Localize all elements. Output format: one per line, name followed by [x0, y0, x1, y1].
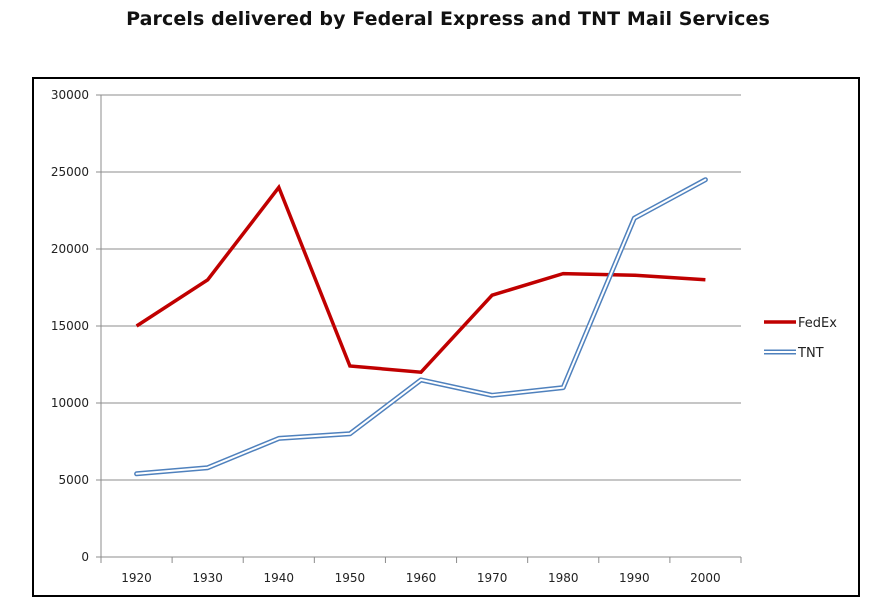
x-tick-label: 1960 — [406, 571, 437, 585]
y-tick-label: 25000 — [51, 165, 89, 179]
series-line-inner-tnt — [135, 178, 707, 475]
legend: FedEx TNT — [764, 316, 837, 361]
data-point-fedex — [704, 278, 707, 281]
series-line-fedex — [135, 183, 706, 375]
data-point-fedex — [491, 294, 494, 297]
y-tick-label: 5000 — [58, 473, 89, 487]
x-tick-label: 2000 — [690, 571, 721, 585]
y-tick-label: 20000 — [51, 242, 89, 256]
y-tick-label: 15000 — [51, 319, 89, 333]
y-tick-label: 30000 — [51, 88, 89, 102]
x-tick-label: 1990 — [619, 571, 650, 585]
series-tnt — [134, 177, 708, 477]
data-point-tnt — [206, 466, 209, 469]
x-tick-label: 1970 — [477, 571, 508, 585]
data-point-fedex — [206, 278, 209, 281]
chart-title: Parcels delivered by Federal Express and… — [126, 8, 770, 30]
y-tick-label: 10000 — [51, 396, 89, 410]
axes: 0 5000 10000 15000 20000 25000 30000 1920 1930 19… — [51, 88, 742, 585]
chart-frame — [32, 77, 860, 597]
data-point-fedex — [633, 274, 636, 277]
data-point-fedex — [562, 272, 565, 275]
data-point-tnt — [562, 386, 565, 389]
data-point-tnt — [704, 178, 707, 181]
x-tick-label: 1950 — [335, 571, 366, 585]
legend-label: TNT — [797, 346, 824, 361]
legend-item-tnt: TNT — [764, 346, 824, 361]
legend-label: FedEx — [798, 316, 837, 331]
x-tick-label: 1980 — [548, 571, 579, 585]
data-point-fedex — [420, 371, 423, 374]
data-point-fedex — [277, 186, 280, 189]
data-point-tnt — [633, 217, 636, 220]
series-lines — [134, 177, 708, 477]
data-point-tnt — [277, 437, 280, 440]
series-line-tnt — [134, 177, 708, 477]
data-point-fedex — [348, 365, 351, 368]
y-tick-label: 0 — [81, 550, 89, 564]
legend-item-fedex: FedEx — [764, 316, 837, 331]
data-point-fedex — [135, 325, 138, 328]
data-point-tnt — [348, 432, 351, 435]
gridlines — [101, 94, 741, 481]
x-tick-label: 1940 — [264, 571, 295, 585]
data-point-tnt — [491, 394, 494, 397]
x-tick-label: 1920 — [121, 571, 152, 585]
data-point-tnt — [135, 472, 138, 475]
series-fedex — [135, 183, 707, 375]
x-tick-label: 1930 — [192, 571, 223, 585]
data-point-tnt — [420, 378, 423, 381]
